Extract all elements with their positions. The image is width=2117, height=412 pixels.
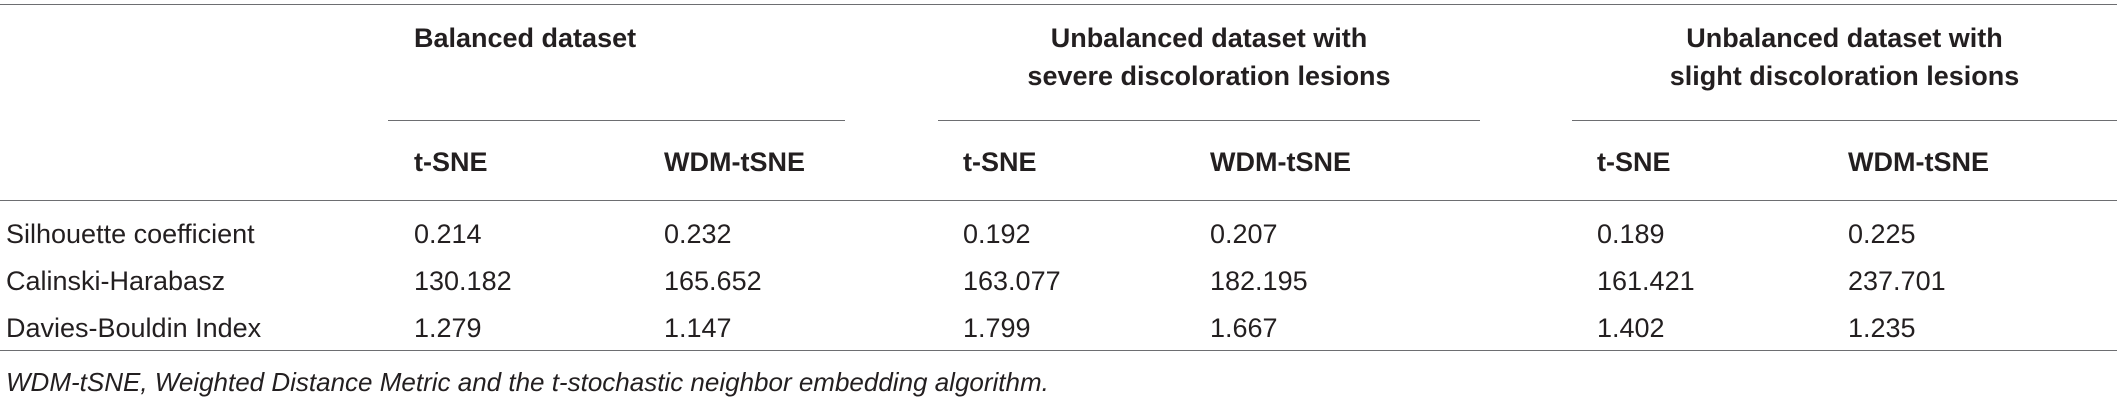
table-cell: 165.652 — [664, 266, 762, 296]
table-cell: 0.225 — [1848, 219, 1916, 249]
group-header-slight: Unbalanced dataset with slight discolora… — [1572, 22, 2117, 92]
method-header: WDM-tSNE — [1210, 147, 1351, 177]
table-cell: 0.192 — [963, 219, 1031, 249]
top-rule — [0, 4, 2117, 5]
group-header-balanced: Balanced dataset — [414, 22, 636, 54]
method-header: WDM-tSNE — [1848, 147, 1989, 177]
table-cell: 161.421 — [1597, 266, 1695, 296]
table-cell: 182.195 — [1210, 266, 1308, 296]
table-cell: 1.235 — [1848, 313, 1916, 343]
bottom-rule — [0, 350, 2117, 351]
table-cell: 0.214 — [414, 219, 482, 249]
table-cell: 0.189 — [1597, 219, 1665, 249]
table-footnote: WDM-tSNE, Weighted Distance Metric and t… — [6, 367, 1049, 397]
group-rule-slight — [1572, 120, 2117, 121]
method-header: WDM-tSNE — [664, 147, 805, 177]
table-cell: 1.279 — [414, 313, 482, 343]
table-cell: 0.232 — [664, 219, 732, 249]
row-label: Silhouette coefficient — [6, 219, 255, 249]
group-header-severe-line2: severe discoloration lesions — [1027, 61, 1391, 91]
table-cell: 237.701 — [1848, 266, 1946, 296]
header-rule — [0, 200, 2117, 201]
table-cell: 163.077 — [963, 266, 1061, 296]
group-rule-severe — [938, 120, 1480, 121]
table-cell: 130.182 — [414, 266, 512, 296]
group-header-severe-line1: Unbalanced dataset with — [1050, 23, 1368, 53]
row-label: Calinski-Harabasz — [6, 266, 226, 296]
method-header: t-SNE — [414, 147, 488, 177]
table-cell: 1.799 — [963, 313, 1031, 343]
group-header-slight-line1: Unbalanced dataset with — [1686, 23, 2003, 53]
row-label: Davies-Bouldin Index — [6, 313, 262, 343]
table-cell: 0.207 — [1210, 219, 1278, 249]
group-header-slight-line2: slight discoloration lesions — [1669, 61, 2020, 91]
group-header-balanced-line1: Balanced dataset — [414, 23, 637, 53]
method-header: t-SNE — [1597, 147, 1671, 177]
table-cell: 1.147 — [664, 313, 732, 343]
table-cell: 1.667 — [1210, 313, 1278, 343]
table-cell: 1.402 — [1597, 313, 1665, 343]
group-header-severe: Unbalanced dataset with severe discolora… — [938, 22, 1480, 92]
group-rule-balanced — [388, 120, 845, 121]
method-header: t-SNE — [963, 147, 1037, 177]
